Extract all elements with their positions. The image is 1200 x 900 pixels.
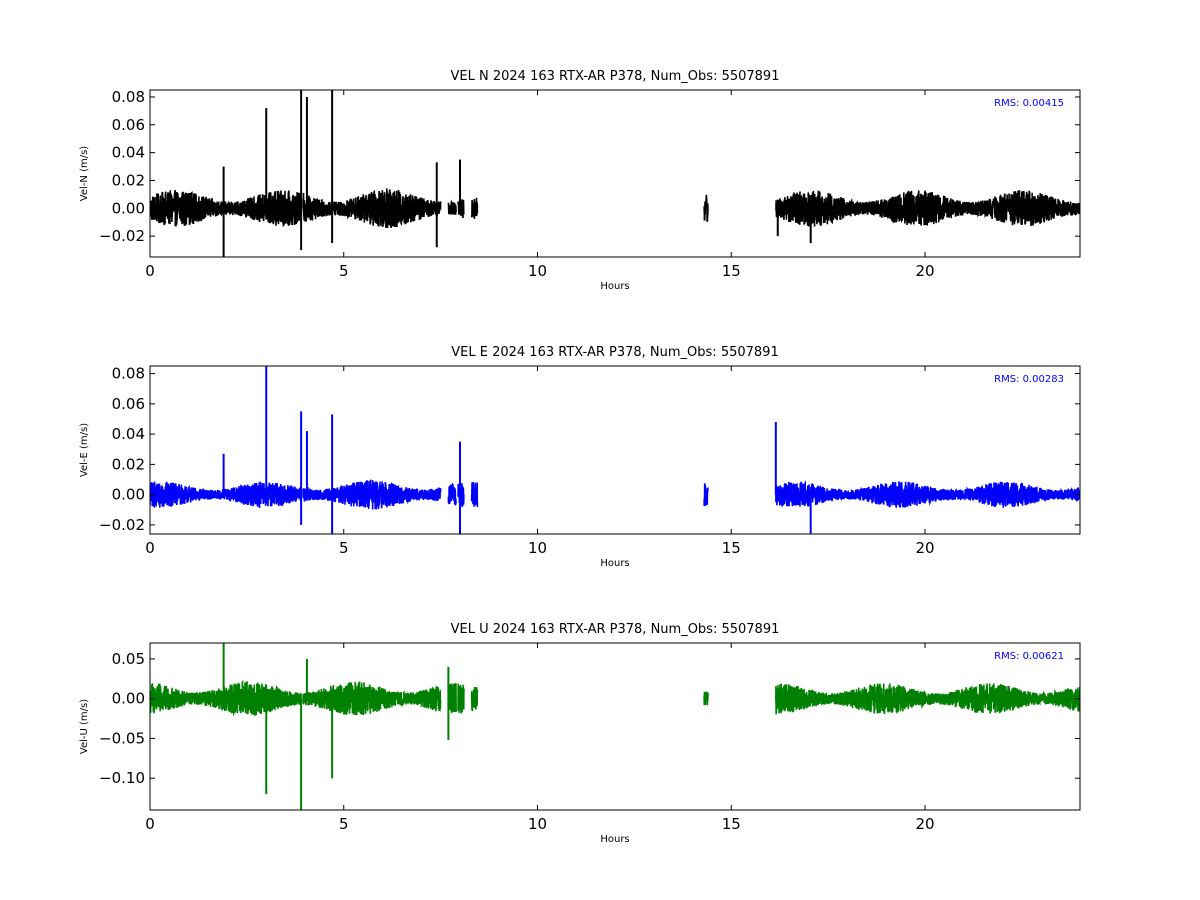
x-tick-label: 5 <box>339 539 349 557</box>
y-tick-label: 0.04 <box>112 425 145 443</box>
chart-title-vel-u: VEL U 2024 163 RTX-AR P378, Num_Obs: 550… <box>451 622 780 637</box>
x-tick-label: 15 <box>722 262 741 280</box>
y-tick-label: 0.04 <box>112 144 145 162</box>
x-tick-label: 15 <box>722 539 741 557</box>
y-tick-label: 0.02 <box>112 171 145 189</box>
y-axis-label: Vel-U (m/s) <box>79 699 90 754</box>
x-axis-label: Hours <box>600 834 629 845</box>
y-axis-label: Vel-E (m/s) <box>79 423 90 477</box>
x-tick-label: 20 <box>915 815 934 833</box>
y-tick-label: −0.05 <box>99 729 145 747</box>
y-tick-label: 0.00 <box>112 199 145 217</box>
x-axis-label: Hours <box>600 558 629 569</box>
y-tick-label: 0.08 <box>112 88 145 106</box>
y-tick-label: −0.10 <box>99 769 145 787</box>
y-tick-label: 0.02 <box>112 455 145 473</box>
x-tick-label: 0 <box>145 815 155 833</box>
x-axis-label: Hours <box>600 281 629 292</box>
x-tick-label: 15 <box>722 815 741 833</box>
y-tick-label: 0.08 <box>112 365 145 383</box>
y-tick-label: 0.06 <box>112 116 145 134</box>
plot-frame-vel-u <box>149 642 1081 811</box>
y-tick-label: −0.02 <box>99 516 145 534</box>
rms-annotation-vel-u: RMS: 0.00621 <box>994 651 1064 662</box>
x-tick-label: 0 <box>145 262 155 280</box>
x-tick-label: 20 <box>915 539 934 557</box>
x-tick-label: 10 <box>528 262 547 280</box>
y-tick-label: 0.06 <box>112 395 145 413</box>
x-tick-label: 0 <box>145 539 155 557</box>
y-tick-label: 0.00 <box>112 690 145 708</box>
chart-title-vel-n: VEL N 2024 163 RTX-AR P378, Num_Obs: 550… <box>451 69 780 84</box>
y-tick-label: 0.00 <box>112 486 145 504</box>
plot-frame-vel-e <box>149 365 1081 535</box>
plot-frame-vel-n <box>149 89 1081 258</box>
y-axis-label: Vel-N (m/s) <box>79 146 90 201</box>
y-tick-label: 0.05 <box>112 650 145 668</box>
chart-title-vel-e: VEL E 2024 163 RTX-AR P378, Num_Obs: 550… <box>451 345 778 360</box>
rms-annotation-vel-n: RMS: 0.00415 <box>994 98 1064 109</box>
x-tick-label: 10 <box>528 539 547 557</box>
series-line-vel-u <box>150 679 1080 717</box>
series-line-vel-n <box>150 188 1080 229</box>
x-tick-label: 5 <box>339 262 349 280</box>
x-tick-label: 10 <box>528 815 547 833</box>
rms-annotation-vel-e: RMS: 0.00283 <box>994 374 1064 385</box>
y-tick-label: −0.02 <box>99 227 145 245</box>
x-tick-label: 5 <box>339 815 349 833</box>
x-tick-label: 20 <box>915 262 934 280</box>
